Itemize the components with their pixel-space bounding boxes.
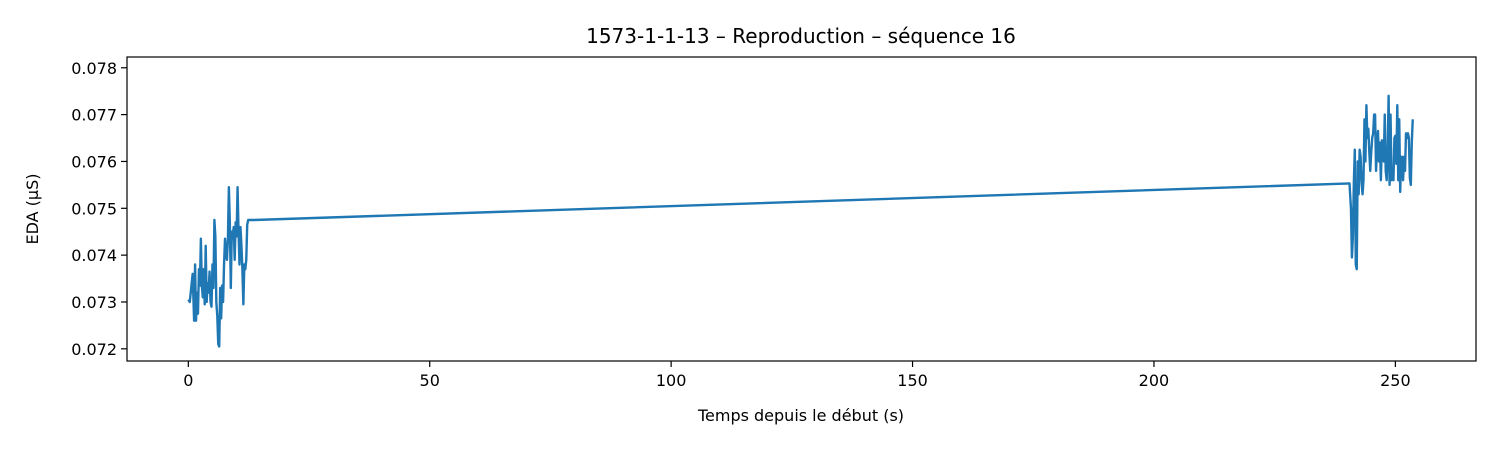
plot-area [187,94,1414,348]
chart-title: 1573-1-1-13 – Reproduction – séquence 16 [586,24,1016,48]
y-tick-label: 0.075 [71,199,117,218]
x-tick-label: 250 [1380,371,1411,390]
x-tick-label: 100 [656,371,687,390]
y-tick-label: 0.076 [71,152,117,171]
y-tick-label: 0.074 [71,246,117,265]
axes-frame [126,56,1477,362]
x-axis: 0 50 100 150 200 250 [183,361,1411,390]
x-tick-label: 50 [420,371,440,390]
series-line [187,94,1414,348]
y-tick-label: 0.077 [71,106,117,125]
x-axis-title: Temps depuis le début (s) [697,406,904,425]
y-axis: 0.072 0.073 0.074 0.075 0.076 0.077 0.078 [71,59,127,359]
x-tick-label: 150 [897,371,928,390]
y-tick-label: 0.072 [71,340,117,359]
y-tick-label: 0.073 [71,293,117,312]
x-tick-label: 200 [1139,371,1170,390]
y-tick-label: 0.078 [71,59,117,78]
y-axis-title: EDA (µS) [23,174,42,245]
x-tick-label: 0 [183,371,193,390]
